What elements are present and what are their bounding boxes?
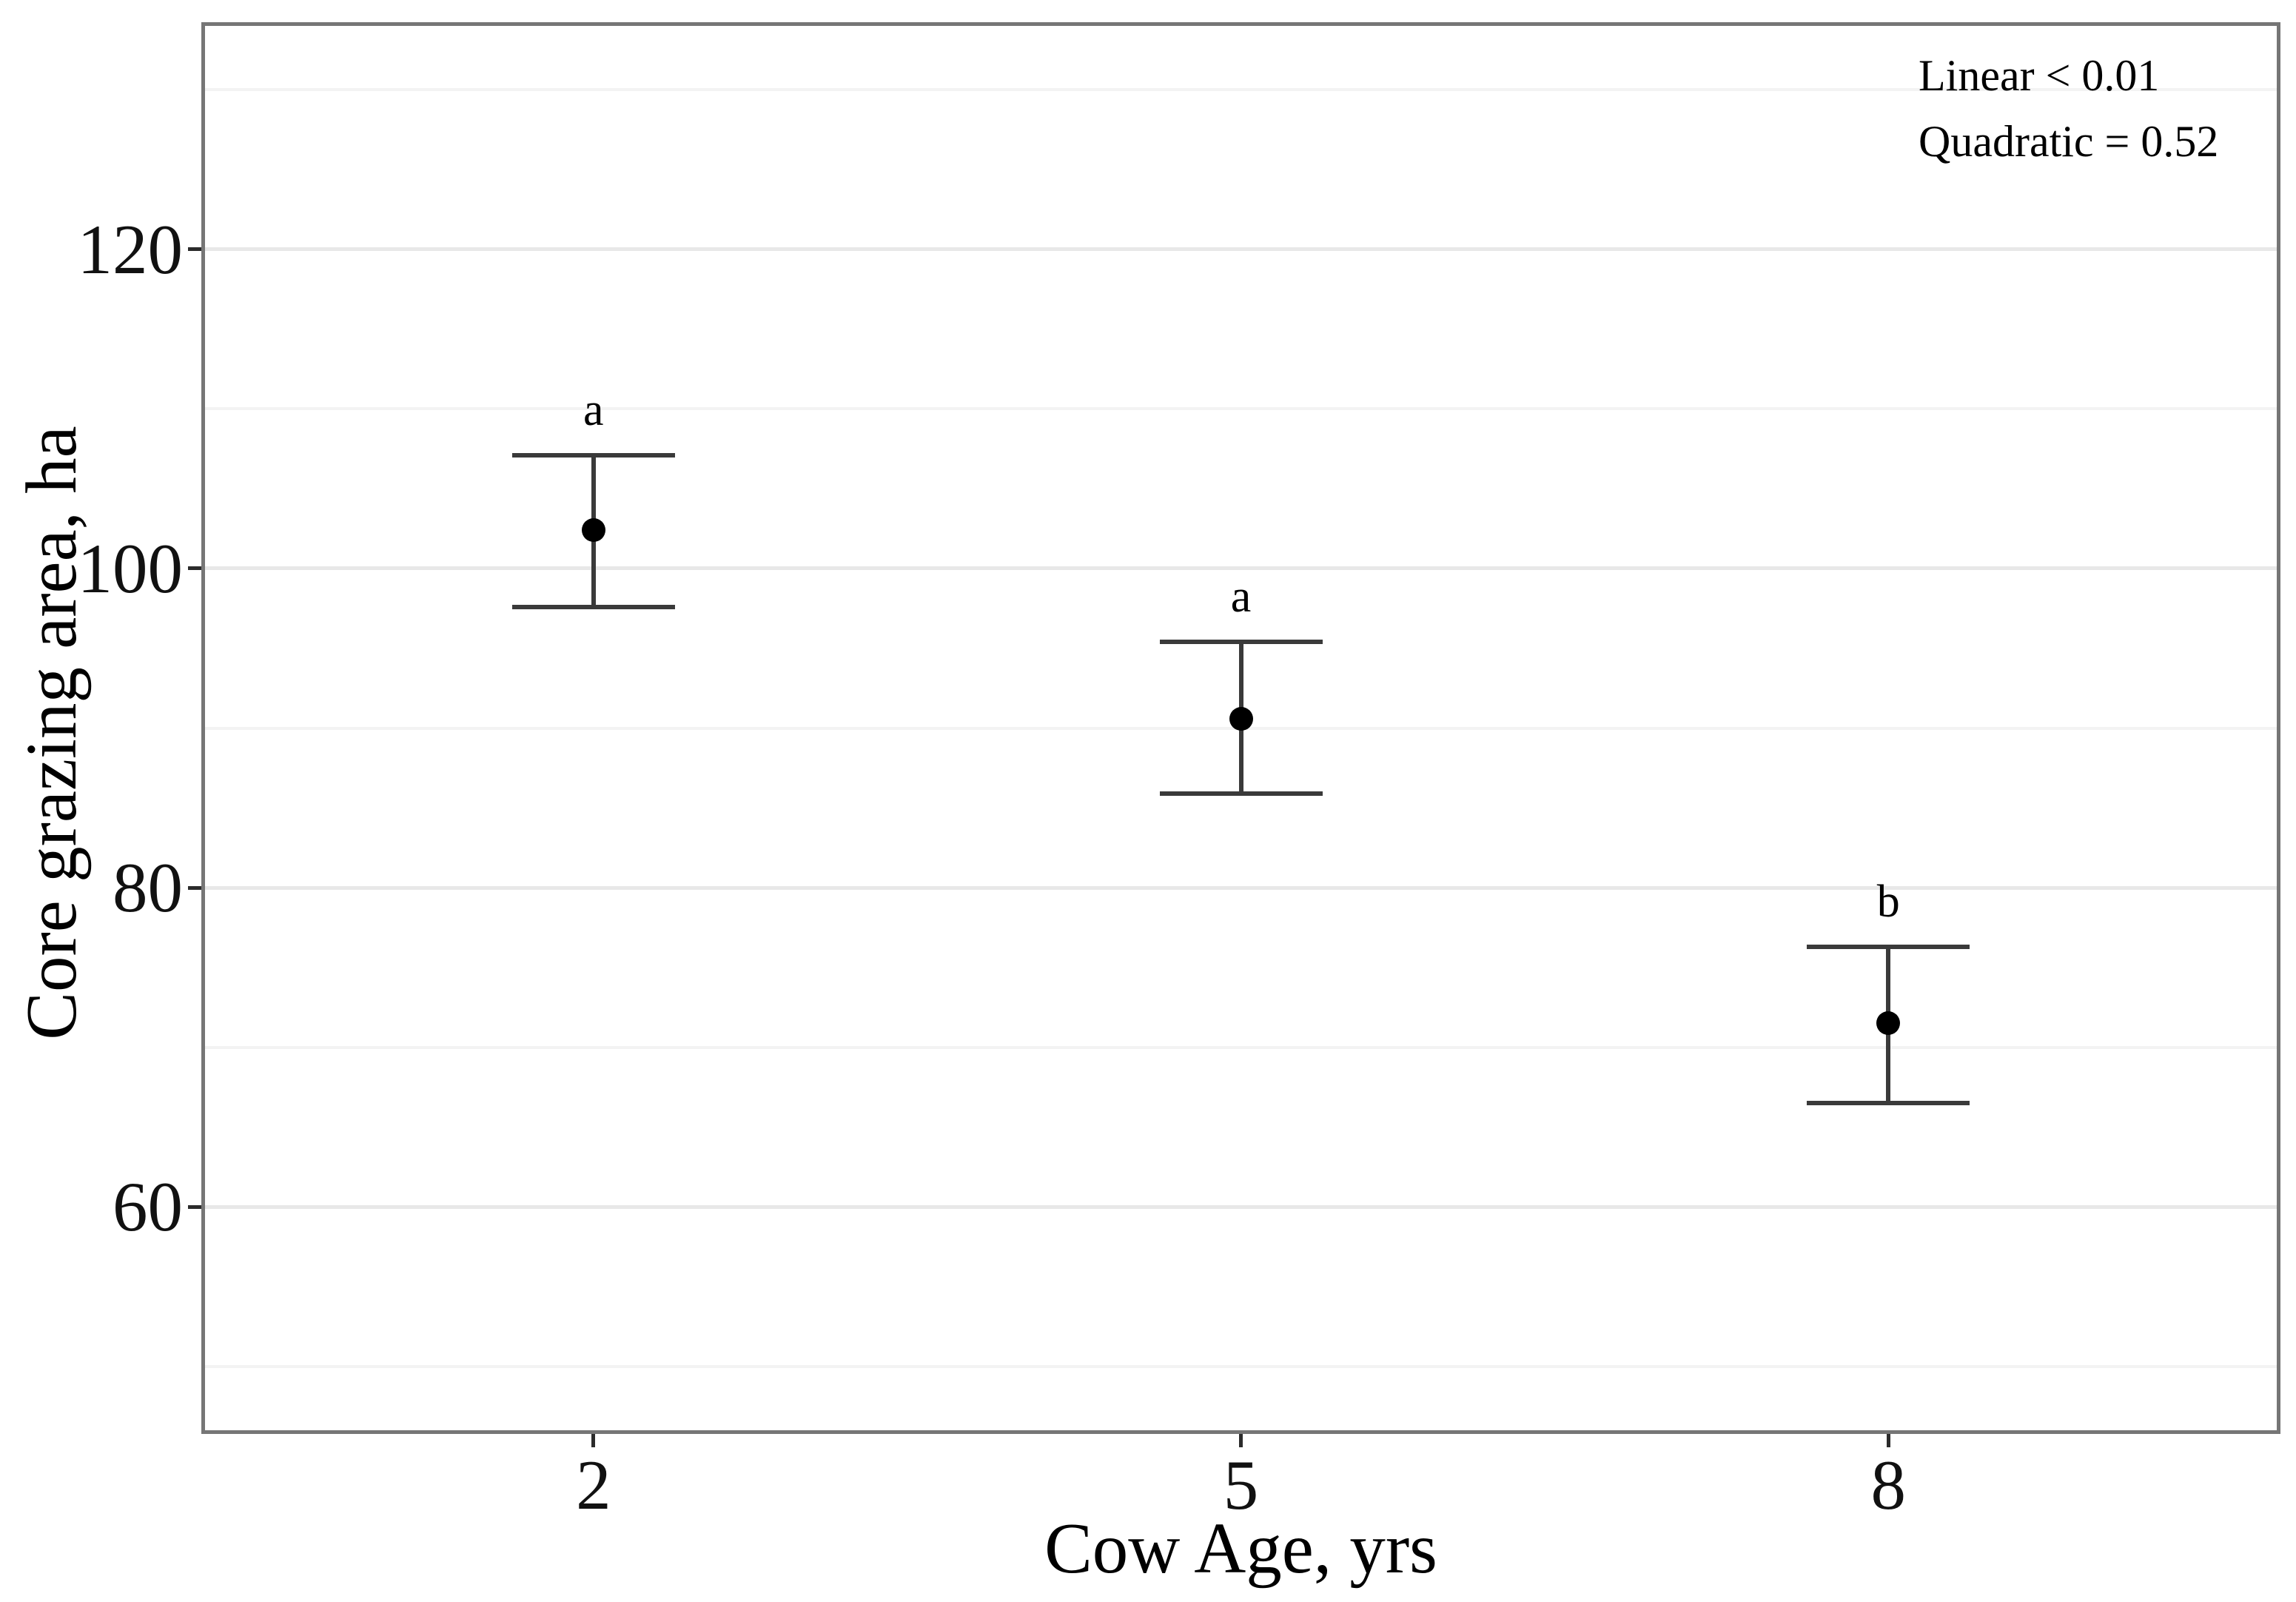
sig-letter: a: [583, 384, 604, 435]
x-tick-label: 2: [576, 1446, 611, 1524]
annotation-quadratic: Quadratic = 0.52: [1919, 117, 2219, 166]
x-tick: [1886, 1434, 1890, 1447]
sig-letter: b: [1876, 876, 1900, 927]
y-tick: [188, 566, 201, 571]
error-bar-cap-top: [1159, 640, 1323, 645]
sig-letter: a: [1230, 572, 1252, 623]
y-tick-label: 80: [113, 848, 183, 928]
y-tick-label: 60: [113, 1167, 183, 1247]
x-tick-label: 8: [1870, 1446, 1906, 1524]
x-tick: [591, 1434, 596, 1447]
gridline-minor: [205, 407, 2277, 411]
gridline-major: [205, 1204, 2277, 1209]
gridline-minor: [205, 88, 2277, 92]
x-axis-title: Cow Age, yrs: [1044, 1509, 1437, 1588]
y-tick-label: 120: [77, 210, 184, 289]
gridline-minor: [205, 1045, 2277, 1049]
y-tick: [188, 1204, 201, 1209]
x-tick: [1239, 1434, 1243, 1447]
error-bar-cap-bottom: [1807, 1101, 1970, 1106]
gridline-major: [205, 566, 2277, 571]
data-point: [581, 518, 605, 543]
y-tick: [188, 885, 201, 890]
y-axis-title: Core grazing area, ha: [12, 426, 91, 1040]
y-tick-label: 100: [77, 529, 184, 608]
data-point: [1876, 1011, 1901, 1036]
error-bar-cap-top: [511, 452, 675, 458]
plot-panel: a a b: [201, 22, 2280, 1434]
stats-annotation: Linear < 0.01 Quadratic = 0.52: [1919, 43, 2218, 175]
gridline-minor: [205, 1364, 2277, 1368]
error-bar-cap-bottom: [511, 604, 675, 609]
data-point: [1229, 706, 1253, 731]
y-tick: [188, 247, 201, 252]
gridline-major: [205, 885, 2277, 890]
gridline-major: [205, 247, 2277, 252]
error-bar-cap-bottom: [1159, 791, 1323, 796]
error-bar-cap-top: [1807, 944, 1970, 949]
annotation-linear: Linear < 0.01: [1919, 51, 2160, 100]
x-tick-label: 5: [1223, 1446, 1259, 1524]
